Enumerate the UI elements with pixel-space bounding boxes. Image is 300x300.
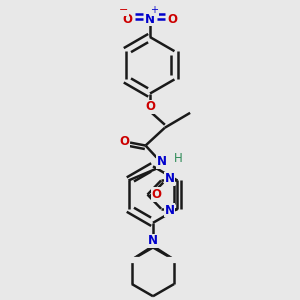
Text: O: O bbox=[145, 100, 155, 113]
Text: +: + bbox=[151, 5, 158, 15]
Text: N: N bbox=[164, 204, 174, 217]
Text: N: N bbox=[157, 155, 167, 168]
Text: O: O bbox=[120, 135, 130, 148]
Text: O: O bbox=[152, 188, 161, 201]
Text: O: O bbox=[167, 13, 177, 26]
Text: O: O bbox=[123, 13, 133, 26]
Text: N: N bbox=[164, 172, 174, 185]
Text: −: − bbox=[119, 5, 128, 15]
Text: N: N bbox=[148, 234, 158, 247]
Text: H: H bbox=[174, 152, 183, 165]
Text: N: N bbox=[145, 13, 155, 26]
